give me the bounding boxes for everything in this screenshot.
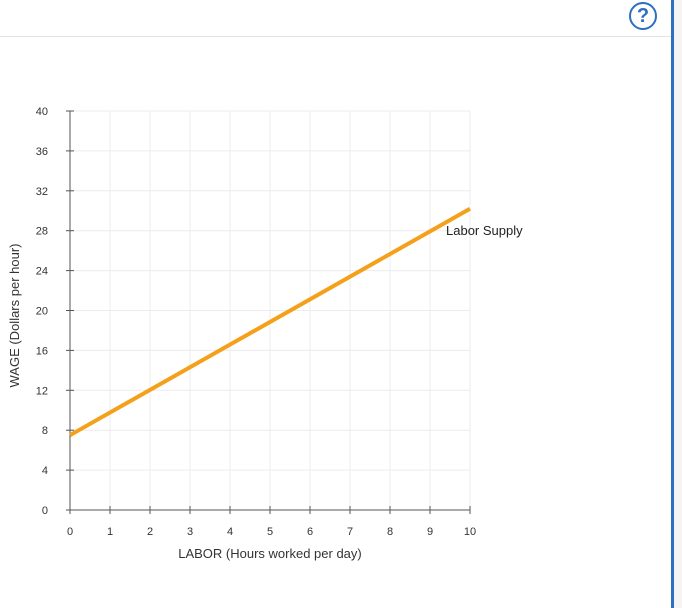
x-axis-title: LABOR (Hours worked per day) [178, 546, 362, 561]
help-button[interactable]: ? [629, 2, 657, 30]
top-toolbar [0, 0, 671, 37]
y-tick-label-10: 40 [36, 106, 48, 118]
y-tick-label-6: 24 [36, 266, 48, 278]
y-tick-label-4: 16 [36, 345, 48, 357]
y-tick-label-2: 8 [42, 425, 48, 437]
y-tick-label-9: 36 [36, 146, 48, 158]
x-tick-label-10: 10 [464, 526, 476, 538]
x-tick-label-1: 1 [107, 526, 113, 538]
x-tick-label-8: 8 [387, 526, 393, 538]
y-tick-label-8: 32 [36, 186, 48, 198]
y-tick-label-5: 20 [36, 306, 48, 318]
x-tick-label-3: 3 [187, 526, 193, 538]
help-icon: ? [636, 4, 650, 27]
y-tick-label-7: 28 [36, 226, 48, 238]
x-tick-label-9: 9 [427, 526, 433, 538]
panel-right-border [671, 0, 674, 608]
grid-lines [70, 110, 471, 510]
series-label-0: Labor Supply [446, 223, 523, 238]
y-axis-title: WAGE (Dollars per hour) [7, 244, 22, 388]
y-tick-label-3: 12 [36, 385, 48, 397]
x-tick-label-6: 6 [307, 526, 313, 538]
x-tick-label-0: 0 [67, 526, 73, 538]
series-layer: Labor Supply [69, 207, 523, 437]
panel-right-gutter [674, 0, 682, 608]
y-tick-label-0: 0 [42, 505, 48, 517]
series-line-0 [69, 207, 471, 437]
x-tick-label-5: 5 [267, 526, 273, 538]
x-tick-label-2: 2 [147, 526, 153, 538]
y-tick-label-1: 4 [42, 465, 48, 477]
x-tick-label-7: 7 [347, 526, 353, 538]
x-tick-label-4: 4 [227, 526, 233, 538]
